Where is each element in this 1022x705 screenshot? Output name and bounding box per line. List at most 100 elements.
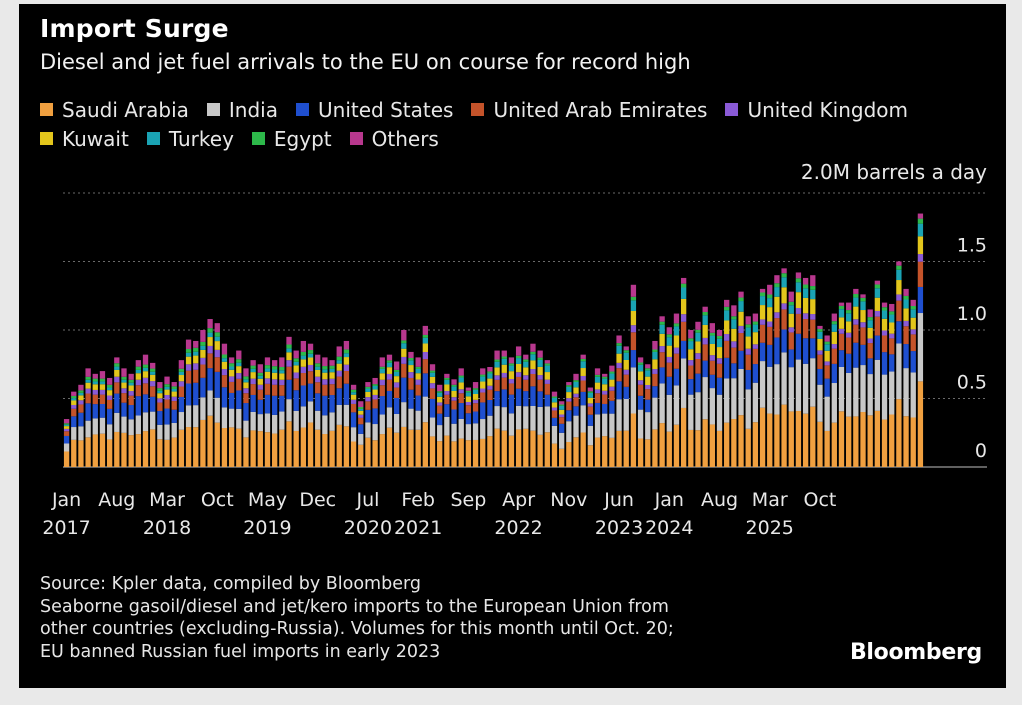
bar-segment [157, 382, 163, 389]
bar-segment [121, 402, 127, 417]
bar-segment [580, 405, 586, 433]
bar-segment [673, 323, 680, 327]
bar-segment [666, 334, 672, 338]
bar-segment [480, 419, 486, 439]
bar-segment [293, 410, 299, 431]
bar-segment [99, 394, 106, 404]
bar-segment [487, 385, 493, 390]
bar-segment [788, 411, 794, 467]
x-tick-label: Jan [654, 489, 684, 511]
y-tick-label: 0.5 [957, 372, 987, 394]
bar-segment [630, 332, 637, 351]
bar-segment [358, 433, 364, 445]
bar-segment [889, 338, 895, 355]
bar-segment [817, 384, 823, 422]
bar-segment [193, 340, 199, 348]
bar-segment [164, 424, 170, 440]
bar-segment [415, 357, 421, 367]
bar-segment [415, 379, 421, 385]
bar-segment [637, 364, 644, 372]
bar-segment [867, 338, 873, 344]
bar-segment [702, 306, 708, 312]
bar-segment [695, 341, 701, 354]
bar-segment [329, 395, 335, 413]
bar-segment [99, 384, 106, 390]
bar-segment [515, 405, 522, 430]
bar-segment [472, 389, 479, 394]
bar-segment [824, 430, 830, 467]
x-tick-year-label: 2022 [494, 517, 542, 539]
bar-segment [300, 351, 307, 356]
bar-segment [207, 353, 213, 369]
bar-segment [451, 397, 457, 401]
bar-segment [221, 407, 228, 428]
bar-segment [802, 288, 809, 298]
bar-segment [917, 254, 924, 262]
legend-swatch [40, 132, 53, 145]
bar-segment [78, 440, 84, 467]
bar-segment [508, 357, 515, 364]
bar-segment [594, 376, 601, 383]
bar-segment [480, 392, 486, 403]
bar-segment [917, 381, 924, 467]
bar-segment [881, 352, 888, 375]
bar-segment [559, 423, 565, 433]
x-tick-label: Apr [502, 489, 535, 511]
bar-segment [867, 415, 873, 467]
bar-segment [336, 346, 342, 357]
bar-segment [659, 367, 665, 384]
bar-segment [106, 395, 113, 400]
bar-segment [630, 367, 637, 414]
bar-segment [228, 392, 235, 409]
bar-segment [329, 430, 335, 467]
bar-segment [688, 330, 694, 339]
bar-segment [164, 408, 170, 425]
bar-segment [293, 358, 299, 362]
bar-segment [795, 411, 802, 467]
bar-segment [645, 439, 651, 467]
bar-segment [788, 332, 794, 350]
bar-segment [465, 405, 472, 414]
bar-segment [781, 404, 787, 467]
bar-segment [609, 437, 615, 467]
bar-segment [322, 366, 328, 370]
bar-segment [867, 317, 873, 321]
bar-segment [896, 321, 902, 344]
bar-segment [207, 319, 213, 329]
bar-segment [709, 332, 715, 336]
bar-segment [393, 369, 400, 372]
bar-segment [437, 384, 443, 392]
bar-segment [745, 336, 751, 349]
bar-segment [831, 422, 837, 467]
bar-segment [881, 302, 888, 308]
bar-segment [523, 359, 529, 362]
bar-segment [106, 439, 113, 467]
bar-segment [573, 415, 579, 438]
bar-segment [810, 299, 816, 315]
bar-segment [472, 394, 479, 400]
bar-segment [573, 397, 579, 407]
bar-segment [437, 441, 443, 467]
bar-segment [114, 412, 120, 432]
bar-segment [150, 396, 156, 412]
bar-segment [551, 443, 558, 467]
bar-segment [422, 334, 428, 338]
bar-segment [788, 305, 794, 314]
legend-label: Others [371, 126, 439, 151]
bar-segment [831, 363, 837, 383]
bar-segment [114, 357, 120, 364]
bar-segment [437, 396, 443, 403]
bar-segment [508, 371, 515, 379]
bar-segment [559, 414, 565, 418]
bar-segment [350, 389, 357, 393]
bar-segment [429, 372, 436, 377]
bar-segment [602, 413, 608, 437]
bar-segment [838, 411, 845, 467]
bar-segment [817, 331, 823, 339]
bar-segment [465, 387, 472, 391]
bar-segment [250, 372, 256, 379]
bar-segment [207, 337, 213, 346]
bar-segment [781, 287, 787, 304]
bar-segment [580, 391, 586, 406]
bar-segment [652, 429, 658, 467]
